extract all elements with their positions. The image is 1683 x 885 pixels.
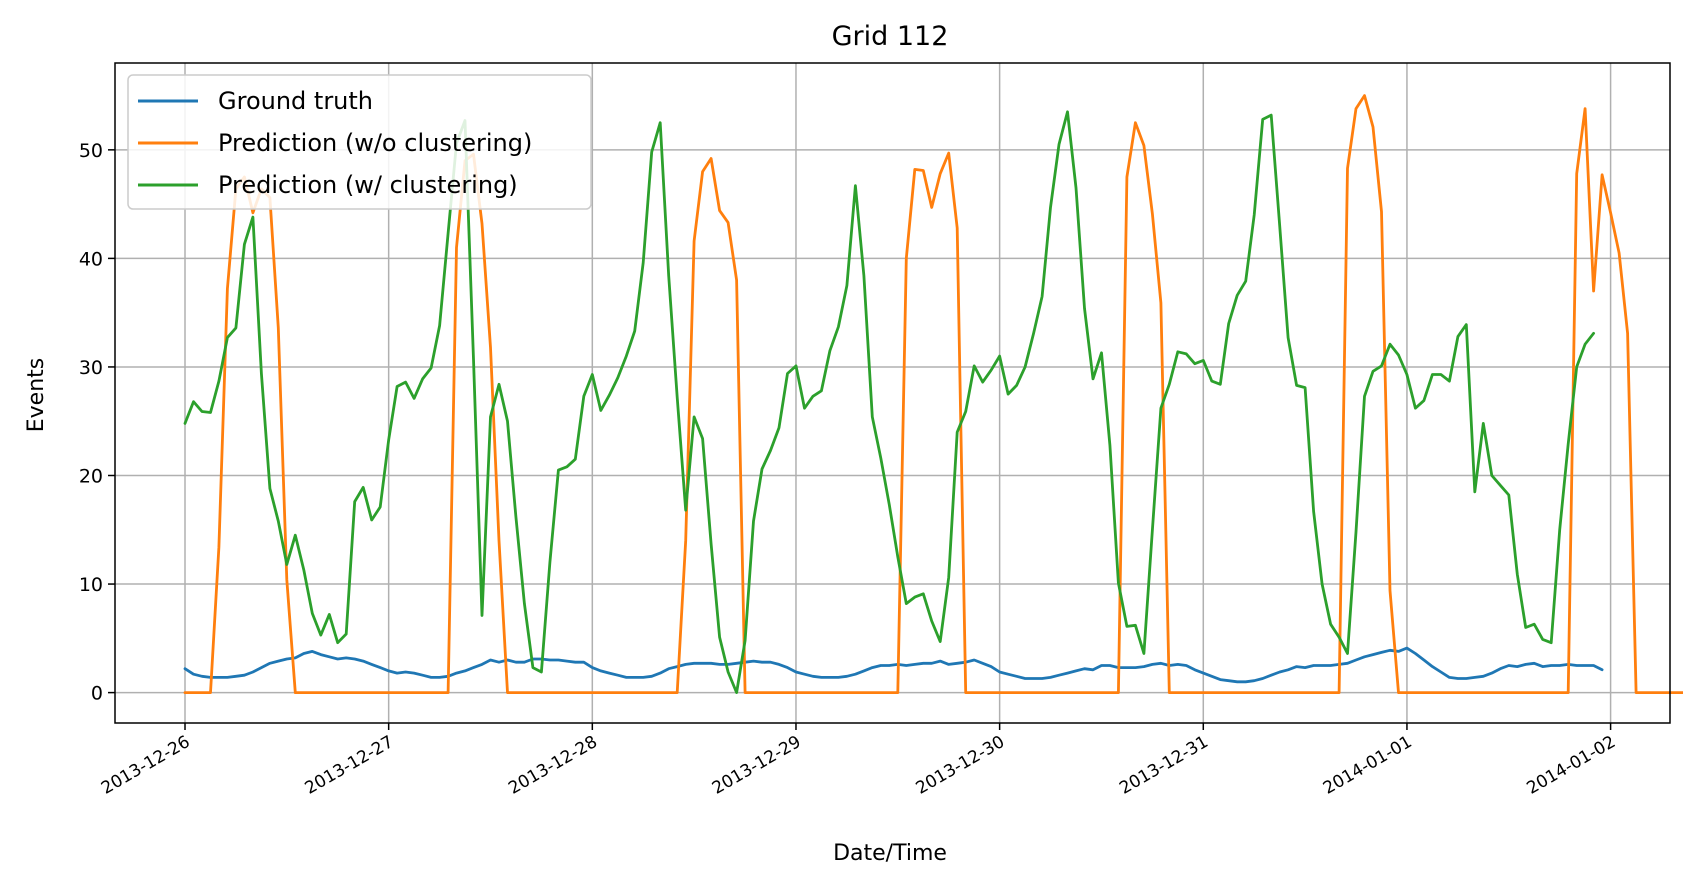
x-axis-label: Date/Time xyxy=(833,841,947,866)
chart-title: Grid 112 xyxy=(832,21,949,52)
y-tick-label: 0 xyxy=(91,683,103,705)
series-line-ground-truth xyxy=(183,646,1604,684)
y-tick-label: 50 xyxy=(79,140,103,162)
series-layer xyxy=(183,94,1683,694)
plot-frame xyxy=(114,62,1671,724)
legend: Ground truth Prediction (w/o clustering) P… xyxy=(127,74,592,210)
y-tick-label: 10 xyxy=(79,574,103,596)
legend-label: Prediction (w/ clustering) xyxy=(218,171,518,199)
y-tick-label: 40 xyxy=(79,248,103,270)
y-axis-ticks: 0 10 20 30 40 50 xyxy=(79,140,115,705)
legend-label: Prediction (w/o clustering) xyxy=(218,129,532,157)
y-tick-label: 30 xyxy=(79,357,103,379)
y-tick-label: 20 xyxy=(79,466,103,488)
legend-label: Ground truth xyxy=(218,87,373,115)
legend-box xyxy=(127,74,592,210)
y-axis-label: Events xyxy=(24,358,49,433)
series-line-prediction-w-clustering xyxy=(183,110,1595,694)
series-line-prediction-w-o-clustering xyxy=(183,94,1683,694)
